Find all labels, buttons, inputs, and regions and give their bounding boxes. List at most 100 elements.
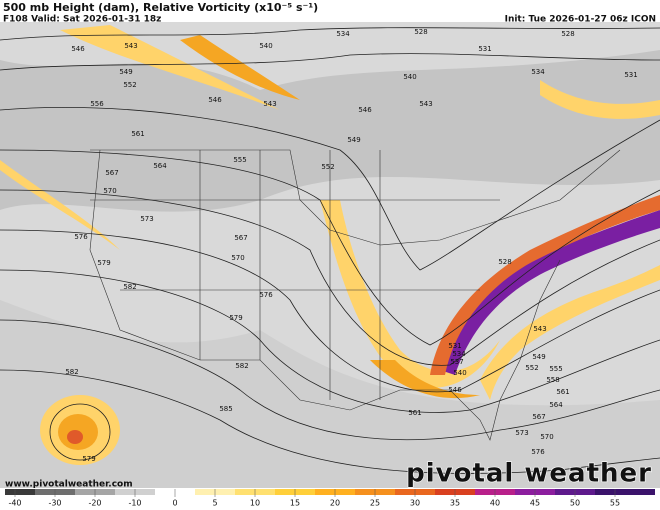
vorticity-band	[540, 80, 660, 119]
contour-label: 576	[74, 233, 88, 241]
contour-label: 546	[358, 106, 372, 114]
colorbar-label: 30	[410, 499, 420, 508]
vorticity-band	[480, 265, 660, 400]
colorbar-label: 40	[490, 499, 500, 508]
contour-label: 555	[549, 365, 562, 373]
vorticity-band	[370, 360, 480, 399]
contour-label: 543	[263, 100, 276, 108]
contour-label: 573	[515, 429, 528, 437]
colorbar-label: 55	[610, 499, 620, 508]
contour	[0, 229, 660, 393]
contour-label: 531	[448, 342, 461, 350]
contour-label: 549	[347, 136, 360, 144]
contour-label: 534	[336, 30, 350, 38]
border-line	[90, 150, 500, 400]
colorbar-label: 0	[172, 499, 177, 508]
contour-label: 564	[549, 401, 563, 409]
contour	[49, 403, 111, 461]
border-line	[89, 149, 561, 441]
colorbar-label: -30	[48, 499, 61, 508]
contour-label: 567	[234, 234, 247, 242]
vorticity-band	[0, 160, 120, 250]
vorticity-band	[180, 35, 300, 100]
vorticity-band	[60, 25, 280, 110]
contour-label: 561	[131, 130, 144, 138]
contour-label: 531	[478, 45, 491, 53]
contour-label: 552	[123, 81, 136, 89]
colorbar-label: 25	[370, 499, 380, 508]
website: www.pivotalweather.com	[5, 480, 133, 490]
contour-label: 540	[453, 369, 466, 377]
contour	[0, 189, 660, 366]
contour-label: 561	[556, 388, 569, 396]
contour-label: 540	[259, 42, 272, 50]
header-bar	[0, 0, 660, 22]
contour-label: 564	[153, 162, 167, 170]
contour-label: 534	[531, 68, 545, 76]
colorbar-swatch	[595, 489, 655, 495]
contour	[0, 27, 660, 41]
colorbar-label: 50	[570, 499, 580, 508]
contour-label: 528	[414, 28, 427, 36]
contour	[0, 269, 660, 413]
contour-label: 531	[624, 71, 637, 79]
contour	[0, 107, 660, 271]
contour-label: 546	[448, 386, 462, 394]
contour-label: 582	[235, 362, 248, 370]
contour-label: 558	[546, 376, 559, 384]
vorticity-center	[67, 430, 83, 444]
contour-label: 582	[65, 368, 78, 376]
contour-label: 540	[403, 73, 416, 81]
contour-label: 576	[531, 448, 545, 456]
logo: pivotal weather	[406, 459, 652, 489]
contour-label: 585	[219, 405, 232, 413]
valid-time: F108 Valid: Sat 2026-01-31 18z	[3, 15, 161, 25]
vorticity-band	[430, 195, 660, 375]
contour-label: 546	[208, 96, 222, 104]
contour-label: 555	[233, 156, 246, 164]
contour-label: 579	[82, 455, 95, 463]
contour-labels: 546 543 549 552 556 561 564 567 570 573 576 579 582 5…	[65, 28, 637, 463]
contour-label: 528	[498, 258, 511, 266]
contour-label: 561	[408, 409, 421, 417]
colorbar-label: -10	[128, 499, 141, 508]
contour	[0, 53, 660, 71]
colorbar-label: 10	[250, 499, 260, 508]
title: 500 mb Height (dam), Relative Vorticity …	[3, 1, 318, 14]
init-time: Init: Tue 2026-01-27 06z ICON	[505, 15, 656, 25]
contour-label: 543	[533, 325, 546, 333]
contour-label: 570	[103, 187, 116, 195]
colorbar-label: -20	[88, 499, 101, 508]
contour-label: 576	[259, 291, 273, 299]
contour-label: 556	[90, 100, 104, 108]
colorbar-label: 45	[530, 499, 540, 508]
contour-label: 543	[124, 42, 137, 50]
contour	[0, 369, 660, 474]
contour-label: 567	[105, 169, 118, 177]
contour-label: 579	[97, 259, 110, 267]
contour-label: 537	[450, 358, 463, 366]
vorticity-band	[440, 210, 660, 375]
contour-label: 552	[525, 364, 538, 372]
contour-label: 579	[229, 314, 242, 322]
contour-label: 582	[123, 283, 136, 291]
contour-label: 570	[231, 254, 244, 262]
contour-label: 534	[452, 350, 466, 358]
colorbar-swatch	[5, 489, 35, 495]
contour-label: 567	[532, 413, 545, 421]
contour-label: 546	[71, 45, 85, 53]
contour-label: 573	[140, 215, 153, 223]
height-contours	[0, 27, 660, 474]
contour-label: 528	[561, 30, 574, 38]
colorbar-label: 15	[290, 499, 300, 508]
shading	[0, 50, 660, 212]
contour-label: 552	[321, 163, 334, 171]
contour-label: 549	[532, 353, 545, 361]
colorbar-label: 5	[212, 499, 217, 508]
vorticity-band	[320, 200, 500, 388]
contour-label: 543	[419, 100, 432, 108]
colorbar-label: 35	[450, 499, 460, 508]
contour	[0, 149, 660, 346]
colorbar-label: 20	[330, 499, 340, 508]
